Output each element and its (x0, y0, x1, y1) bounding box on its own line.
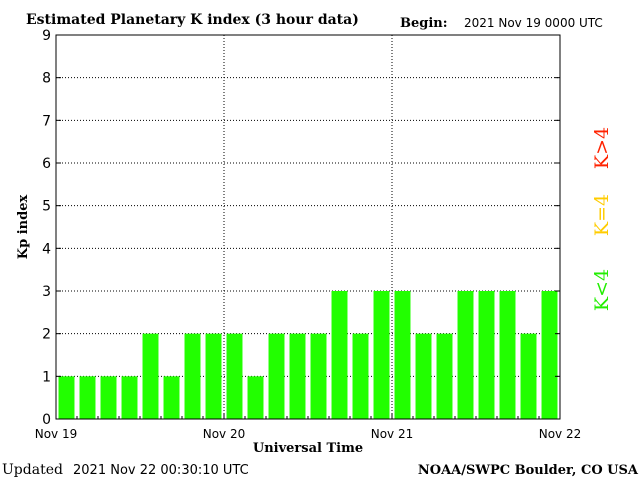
legend-item-2: K>4 (591, 127, 613, 169)
kp-bar-19 (457, 291, 474, 419)
legend: K<4 K=4 K>4 (591, 127, 613, 311)
kp-bar-1 (79, 376, 96, 419)
y-tick-label-9: 9 (42, 28, 51, 44)
x-tick-label-1: Nov 20 (203, 427, 246, 441)
begin-value: 2021 Nov 19 0000 UTC (464, 16, 603, 30)
kp-bar-10 (268, 333, 285, 419)
y-tick-label-2: 2 (42, 327, 51, 343)
y-tick-label-0: 0 (42, 412, 51, 428)
y-tick-label-4: 4 (42, 241, 51, 257)
source-credit: NOAA/SWPC Boulder, CO USA (418, 463, 639, 478)
kp-bar-21 (499, 291, 516, 419)
kp-bar-12 (310, 333, 327, 419)
y-tick-label-3: 3 (42, 284, 51, 300)
kp-bar-17 (415, 333, 432, 419)
kp-bar-11 (289, 333, 306, 419)
y-tick-label-6: 6 (42, 156, 51, 172)
y-ticks: 0 1 2 3 4 5 6 7 8 9 (42, 28, 560, 428)
y-axis-label: Kp index (16, 195, 31, 260)
kp-bar-0 (58, 376, 75, 419)
kp-bar-13 (331, 291, 348, 419)
kp-bar-22 (520, 333, 537, 419)
kp-bar-4 (142, 333, 159, 419)
kp-bar-2 (100, 376, 117, 419)
kp-bar-16 (394, 291, 411, 419)
kp-bar-9 (247, 376, 264, 419)
y-tick-label-7: 7 (42, 113, 51, 129)
updated-label: Updated (2, 462, 63, 478)
grid-lines (56, 35, 560, 419)
chart-title: Estimated Planetary K index (3 hour data… (26, 12, 359, 28)
x-tick-label-2: Nov 21 (371, 427, 414, 441)
x-axis-label: Universal Time (253, 441, 363, 456)
kp-bar-18 (436, 333, 453, 419)
y-tick-label-8: 8 (42, 71, 51, 87)
y-tick-label-5: 5 (42, 199, 51, 215)
kp-bar-20 (478, 291, 495, 419)
kp-bar-14 (352, 333, 369, 419)
begin-label: Begin: (400, 16, 448, 31)
x-tick-label-0: Nov 19 (35, 427, 78, 441)
kp-bar-5 (163, 376, 180, 419)
kp-bar-15 (373, 291, 390, 419)
x-tick-label-3: Nov 22 (539, 427, 582, 441)
kp-bar-23 (541, 291, 558, 419)
kp-bar-7 (205, 333, 222, 419)
kp-bar-6 (184, 333, 201, 419)
x-ticks: Nov 19 Nov 20 Nov 21 Nov 22 (35, 413, 582, 441)
bar-series (58, 291, 558, 419)
kp-bar-8 (226, 333, 243, 419)
legend-item-1: K=4 (591, 194, 613, 236)
legend-item-0: K<4 (591, 269, 613, 311)
y-tick-label-1: 1 (42, 369, 51, 385)
kp-bar-3 (121, 376, 138, 419)
updated-value: 2021 Nov 22 00:30:10 UTC (73, 463, 249, 478)
